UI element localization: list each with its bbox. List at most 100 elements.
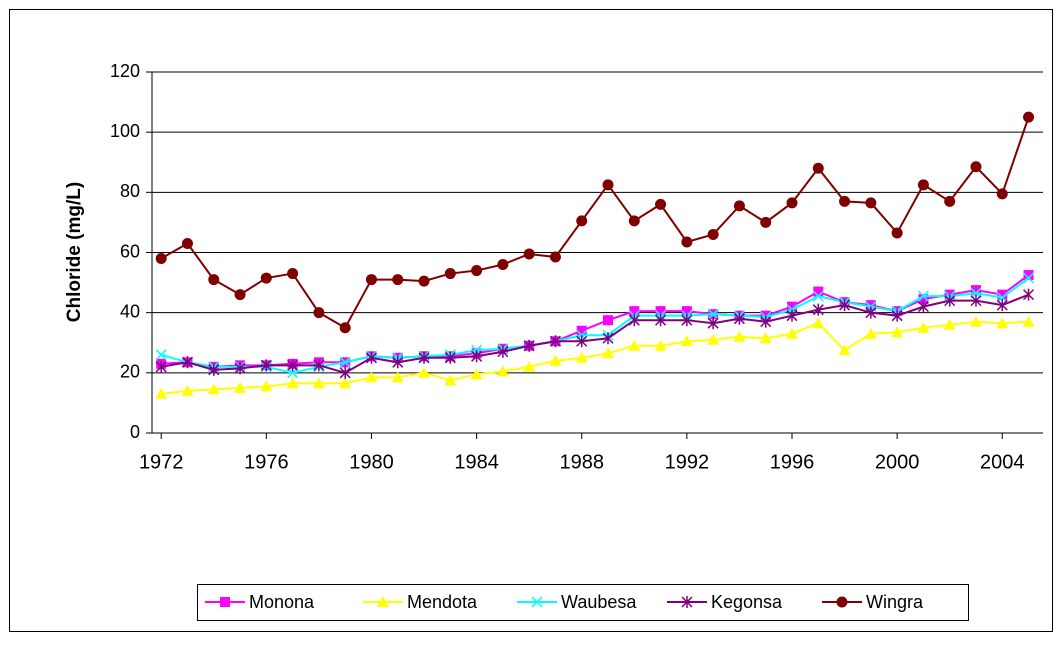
x-tick-label: 1992 <box>665 451 710 473</box>
marker <box>444 268 456 280</box>
marker <box>260 359 272 372</box>
x-tick-label: 1996 <box>770 451 815 473</box>
marker <box>392 274 404 286</box>
legend-label: Mendota <box>407 592 478 612</box>
marker <box>260 380 273 392</box>
marker <box>654 339 667 351</box>
marker <box>471 265 483 277</box>
marker <box>496 365 509 377</box>
marker <box>287 268 299 280</box>
marker <box>865 306 877 319</box>
marker <box>917 179 929 191</box>
marker <box>996 317 1009 329</box>
marker <box>523 339 535 352</box>
marker <box>996 188 1008 200</box>
marker <box>531 596 543 608</box>
marker <box>864 327 877 339</box>
marker <box>760 310 771 321</box>
marker <box>891 227 903 239</box>
marker <box>260 272 272 284</box>
marker <box>313 307 325 319</box>
legend-label: Wingra <box>866 592 924 612</box>
marker <box>155 349 167 361</box>
series-line <box>161 293 1029 374</box>
marker <box>970 294 982 307</box>
marker <box>681 306 692 317</box>
marker <box>549 354 562 366</box>
x-tick-label: 2004 <box>980 451 1025 473</box>
y-axis-label: Chloride (mg/L) <box>64 182 85 322</box>
marker <box>865 300 876 311</box>
y-tick-label: 20 <box>120 362 140 382</box>
marker <box>155 387 168 399</box>
marker <box>629 306 640 317</box>
marker <box>839 195 851 207</box>
marker <box>891 326 904 338</box>
marker <box>681 314 693 327</box>
series-line <box>161 320 1029 395</box>
marker <box>943 318 956 330</box>
marker <box>944 289 955 300</box>
marker <box>391 371 404 383</box>
marker <box>1023 272 1035 284</box>
x-tick-label: 1984 <box>454 451 499 473</box>
marker <box>365 371 378 383</box>
marker <box>155 253 167 265</box>
marker <box>996 299 1008 312</box>
marker <box>812 290 824 302</box>
y-tick-label: 60 <box>120 241 140 261</box>
marker <box>917 290 929 302</box>
marker <box>836 596 848 608</box>
marker <box>576 335 588 348</box>
x-tick-label: 2000 <box>875 451 920 473</box>
marker <box>234 381 247 393</box>
y-tick-label: 0 <box>130 422 140 442</box>
marker <box>549 251 561 263</box>
marker <box>155 360 167 373</box>
y-tick-label: 120 <box>110 61 140 81</box>
marker <box>339 322 351 334</box>
marker <box>208 363 220 376</box>
marker <box>917 300 929 313</box>
marker <box>628 215 640 227</box>
marker <box>733 312 745 325</box>
marker <box>181 384 194 396</box>
y-tick-label: 100 <box>110 121 140 141</box>
x-tick-label: 1976 <box>244 451 289 473</box>
marker <box>181 356 194 369</box>
marker <box>418 275 430 287</box>
marker <box>786 301 797 312</box>
marker <box>207 383 220 395</box>
marker <box>944 294 956 307</box>
marker <box>576 325 587 336</box>
marker <box>418 351 430 364</box>
marker <box>891 309 903 322</box>
marker <box>681 596 693 608</box>
marker <box>970 161 982 173</box>
marker <box>838 344 851 356</box>
marker <box>470 368 483 380</box>
marker <box>287 359 299 372</box>
marker <box>444 374 457 386</box>
series-line <box>160 116 1030 330</box>
marker <box>181 237 193 249</box>
legend: Monona Mendota Waubesa Kegonsa Wingra <box>197 584 969 621</box>
marker <box>208 274 220 286</box>
marker <box>602 332 614 345</box>
marker <box>339 377 352 389</box>
marker <box>969 315 982 327</box>
marker <box>970 285 981 296</box>
marker <box>812 162 824 174</box>
marker <box>312 377 325 389</box>
x-tick-label: 1972 <box>139 451 184 473</box>
marker <box>707 308 719 320</box>
y-tick-label: 40 <box>120 301 140 321</box>
legend-label: Waubesa <box>561 592 637 612</box>
marker <box>1022 315 1035 327</box>
marker <box>917 321 930 333</box>
marker <box>576 215 588 227</box>
x-tick-label: 1980 <box>349 451 394 473</box>
marker <box>418 366 431 378</box>
marker <box>628 339 641 351</box>
